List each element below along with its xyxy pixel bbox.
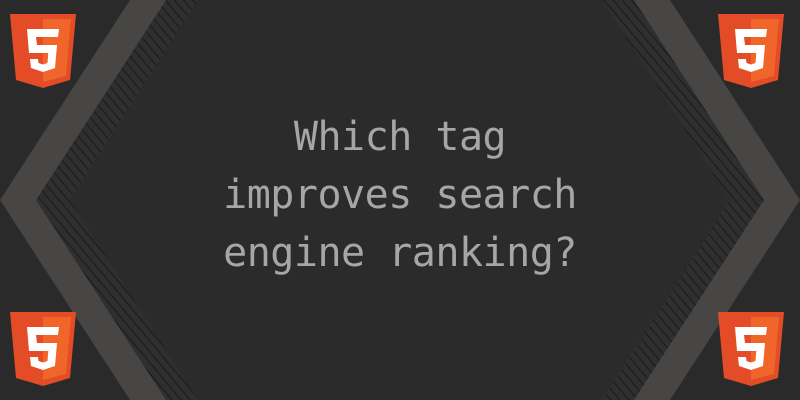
numeral-five-glyph xyxy=(27,327,59,370)
html5-shield-graphic xyxy=(10,14,76,88)
numeral-five-glyph xyxy=(735,29,767,72)
html5-logo-icon xyxy=(718,312,784,386)
html5-logo-icon xyxy=(10,14,76,88)
html5-shield-graphic xyxy=(718,14,784,88)
html5-logo-icon xyxy=(10,312,76,386)
center-panel xyxy=(70,0,730,400)
html5-shield-graphic xyxy=(718,312,784,386)
question-line-2: improves search xyxy=(223,172,577,218)
question-line-1: Which tag xyxy=(293,114,507,160)
html5-logo-icon xyxy=(718,14,784,88)
quiz-question: Which tag improves search engine ranking… xyxy=(150,108,650,282)
html5-shield-graphic xyxy=(10,312,76,386)
numeral-five-glyph xyxy=(735,327,767,370)
numeral-five-glyph xyxy=(27,29,59,72)
question-line-3: engine ranking? xyxy=(223,230,577,276)
